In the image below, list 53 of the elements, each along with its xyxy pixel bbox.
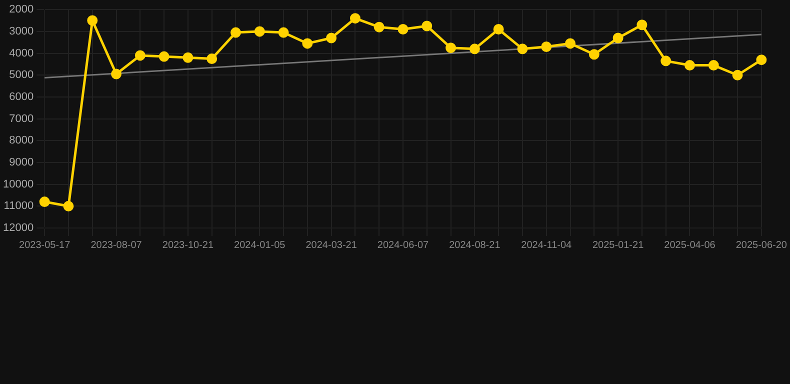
point <box>517 44 528 54</box>
point <box>612 32 624 44</box>
y-tick-label: 3000 <box>9 25 34 38</box>
y-tick-label: 7000 <box>9 112 34 125</box>
y-tick-label: 2000 <box>9 4 34 16</box>
point <box>636 20 648 30</box>
x-tick-label: 2024-08-21 <box>449 240 501 251</box>
x-tick-label: 2023-05-17 <box>19 240 71 251</box>
x-tick-label: 2024-11-04 <box>521 240 572 251</box>
point <box>541 41 552 52</box>
point <box>493 24 504 35</box>
point <box>326 32 337 44</box>
point <box>254 26 265 37</box>
point <box>398 24 408 35</box>
point <box>158 51 170 62</box>
point <box>469 44 480 54</box>
point <box>732 70 743 80</box>
x-tick-label: 2024-03-21 <box>306 240 358 251</box>
y-tick-label: 5000 <box>9 69 34 82</box>
point <box>182 52 194 63</box>
point <box>756 54 767 66</box>
point <box>206 53 218 64</box>
point <box>87 15 98 26</box>
point <box>660 56 672 66</box>
y-tick-label: 11000 <box>4 200 34 212</box>
x-tick-label: 2024-06-07 <box>377 240 430 251</box>
x-tick-label: 2025-01-21 <box>592 240 644 251</box>
point <box>684 60 695 71</box>
point <box>588 49 600 60</box>
x-tick-label: 2025-06-20 <box>736 240 788 251</box>
point <box>302 38 313 49</box>
y-tick-label: 10000 <box>2 178 34 190</box>
point <box>422 20 432 32</box>
point <box>708 60 719 71</box>
x-tick-label: 2024-01-05 <box>234 240 286 251</box>
x-tick-label: 2023-08-07 <box>90 240 142 251</box>
y-tick-label: 8000 <box>9 134 34 147</box>
point <box>350 13 360 24</box>
x-tick-label: 2025-04-06 <box>664 240 716 251</box>
y-tick-label: 9000 <box>9 156 34 169</box>
x-tick-label: 2023-10-21 <box>162 240 214 251</box>
point <box>278 27 289 38</box>
point <box>39 196 50 208</box>
point <box>565 38 576 49</box>
point <box>63 200 74 212</box>
y-tick-label: 12000 <box>2 222 34 234</box>
y-tick-label: 4000 <box>9 47 34 60</box>
y-tick-label: 6000 <box>9 90 34 103</box>
point <box>374 22 384 32</box>
point <box>134 50 146 61</box>
point <box>446 42 456 54</box>
point <box>111 68 122 80</box>
point <box>230 27 241 38</box>
